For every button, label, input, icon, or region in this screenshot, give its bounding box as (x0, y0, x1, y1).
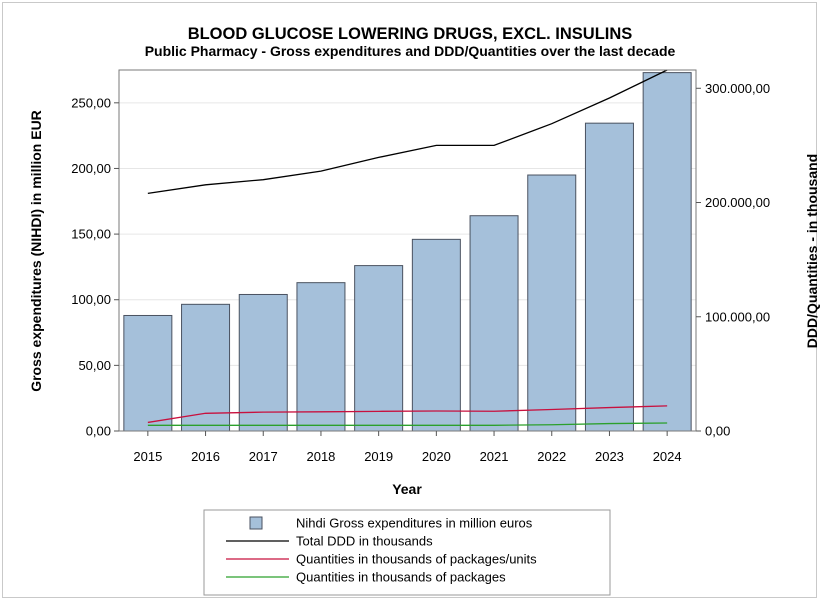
bar (296, 282, 346, 432)
x-tick-label: 2020 (422, 449, 451, 464)
chart-subtitle: Public Pharmacy - Gross expenditures and… (145, 43, 676, 59)
legend-box (203, 509, 611, 596)
x-tick-label: 2022 (537, 449, 566, 464)
legend-swatch (249, 516, 263, 530)
y2-tick-label: 200.000,00 (705, 195, 770, 210)
x-tick-label: 2016 (191, 449, 220, 464)
bar (527, 174, 577, 432)
series-line (147, 405, 668, 424)
y2-tick-label: 100.000,00 (705, 309, 770, 324)
legend-entry: Quantities in thousands of packages/unit… (296, 552, 537, 567)
y-tick-label: 150,00 (71, 227, 111, 242)
bar (411, 238, 461, 432)
x-tick-label: 2015 (133, 449, 162, 464)
x-tick-label: 2021 (480, 449, 509, 464)
bar (584, 122, 634, 432)
bar (238, 293, 288, 432)
x-tick-label: 2023 (595, 449, 624, 464)
legend-entry: Nihdi Gross expenditures in million euro… (296, 516, 533, 531)
y-tick-label: 100,00 (71, 292, 111, 307)
chart-title: BLOOD GLUCOSE LOWERING DRUGS, EXCL. INSU… (188, 25, 633, 43)
x-tick-label: 2017 (249, 449, 278, 464)
x-axis-label: Year (392, 481, 422, 497)
y2-tick-label: 300.000,00 (705, 81, 770, 96)
bar (642, 72, 692, 432)
x-tick-label: 2018 (306, 449, 335, 464)
y-tick-label: 50,00 (78, 358, 111, 373)
bar (354, 265, 404, 432)
bar-series (123, 72, 692, 432)
bar (181, 303, 231, 432)
line-series (147, 69, 668, 426)
y2-tick-label: 0,00 (705, 424, 730, 439)
legend-entry: Total DDD in thousands (296, 534, 433, 549)
plot-area (118, 69, 697, 432)
y-tick-label: 200,00 (71, 161, 111, 176)
x-axis: 2015 2016 2017 2018 2019 2020 2021 2022 2023 2024 (133, 431, 682, 464)
legend-entry: Quantities in thousands of packages (296, 570, 506, 585)
y-axis-right: 0,00 100.000,00 200.000,00 300.000,00 (696, 81, 770, 439)
bar (469, 215, 519, 432)
y-tick-label: 0,00 (86, 424, 111, 439)
y-axis-label: Gross expenditures (NIHDI) in million EU… (28, 110, 44, 392)
y-tick-label: 250,00 (71, 95, 111, 110)
x-tick-label: 2019 (364, 449, 393, 464)
y2-axis-label: DDD/Quantities - in thousand (804, 154, 820, 348)
x-tick-label: 2024 (653, 449, 682, 464)
y-axis-left: 0,00 50,00 100,00 150,00 200,00 250,00 (71, 95, 119, 439)
legend: Nihdi Gross expenditures in million euro… (203, 509, 611, 596)
bar (123, 314, 173, 432)
series-line (147, 69, 668, 195)
series-line (147, 422, 668, 426)
